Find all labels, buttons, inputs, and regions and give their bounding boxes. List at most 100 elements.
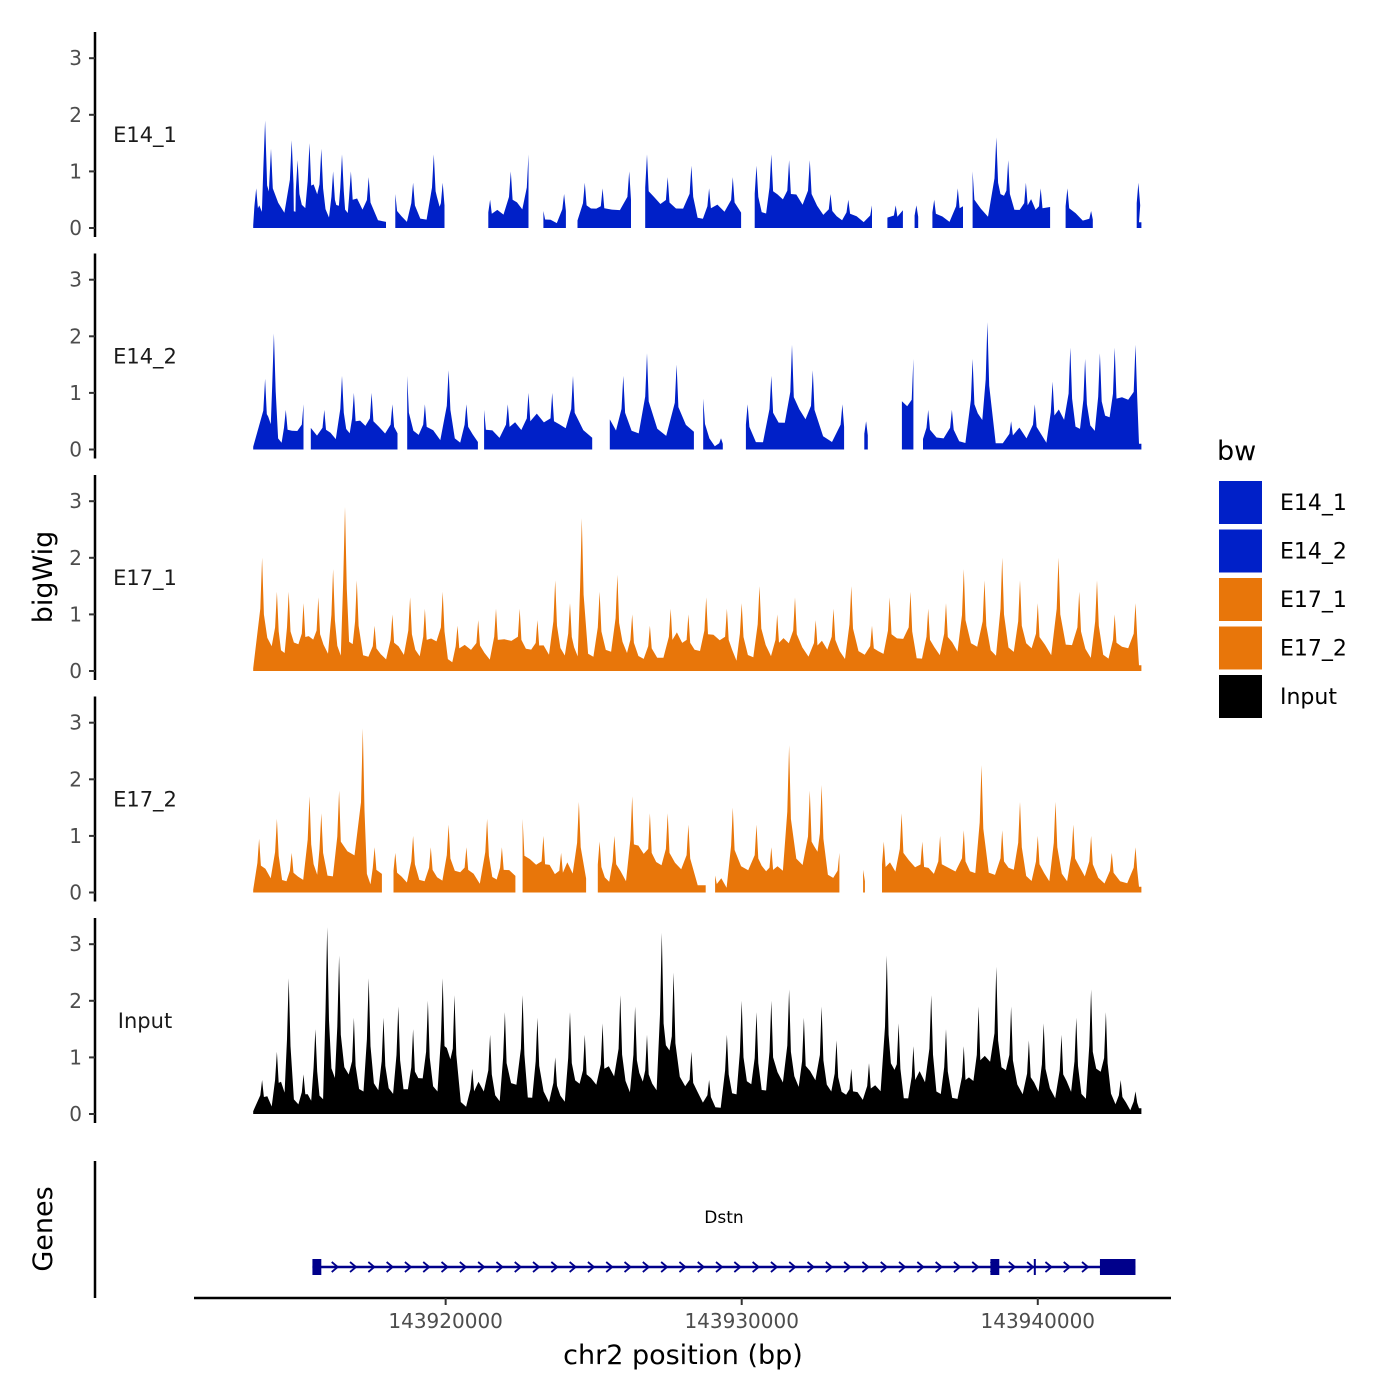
legend-swatch-E14_1	[1217, 479, 1264, 526]
strand-arrow	[1081, 1261, 1090, 1273]
coverage-area-Input	[253, 927, 1142, 1114]
coverage-area-E17_1	[253, 506, 1142, 671]
strand-arrow	[587, 1261, 596, 1273]
y-tick-label: 3	[69, 932, 82, 956]
strand-arrow	[1063, 1261, 1072, 1273]
strand-arrow	[514, 1261, 523, 1273]
y-tick-label: 0	[69, 216, 82, 240]
strand-arrow	[1026, 1261, 1035, 1273]
track-label: E14_2	[113, 345, 177, 370]
strand-arrow	[642, 1261, 651, 1273]
coverage-area-E14_1	[577, 171, 631, 228]
coverage-area-E14_1	[887, 205, 903, 228]
coverage-area-E17_2	[253, 728, 382, 893]
coverage-area-E17_2	[715, 745, 840, 893]
legend-label-E14_2: E14_2	[1280, 540, 1347, 565]
strand-arrow	[1044, 1261, 1053, 1273]
coverage-area-E14_1	[395, 154, 445, 228]
strand-arrow	[843, 1261, 852, 1273]
coverage-area-E14_2	[745, 344, 845, 450]
track-label: E17_2	[113, 788, 177, 813]
strand-arrow	[660, 1261, 669, 1273]
coverage-area-E17_2	[863, 869, 865, 893]
strand-arrow	[404, 1261, 413, 1273]
legend-title: bw	[1217, 436, 1256, 467]
gene-name-label: Dstn	[704, 1208, 743, 1228]
y-tick-label: 2	[69, 103, 82, 127]
genes-axis-title: Genes	[28, 1186, 59, 1271]
y-tick-label: 1	[69, 381, 82, 405]
coverage-area-E14_2	[703, 398, 723, 450]
strand-arrow	[440, 1261, 449, 1273]
strand-arrow	[880, 1261, 889, 1273]
strand-arrow	[733, 1261, 742, 1273]
strand-arrow	[605, 1261, 614, 1273]
coverage-area-E17_2	[597, 796, 706, 893]
legend-label-E14_1: E14_1	[1280, 491, 1347, 516]
legend: bw E14_1 E14_2 E17_1 E17_2 Input	[1217, 436, 1347, 720]
y-tick-label: 3	[69, 268, 82, 292]
y-tick-label: 3	[69, 711, 82, 735]
y-tick-label: 0	[69, 438, 82, 462]
strand-arrow	[953, 1261, 962, 1273]
y-tick-label: 0	[69, 881, 82, 905]
legend-label-E17_2: E17_2	[1280, 637, 1347, 662]
strand-arrow	[623, 1261, 632, 1273]
strand-arrow	[1008, 1261, 1017, 1273]
y-tick-label: 1	[69, 602, 82, 626]
coverage-area-E14_1	[932, 188, 963, 228]
coverage-area-E17_2	[882, 765, 1142, 893]
legend-label-Input: Input	[1280, 685, 1337, 710]
strand-arrow	[550, 1261, 559, 1273]
y-tick-label: 0	[69, 1102, 82, 1126]
strand-arrow	[916, 1261, 925, 1273]
track-label: E17_1	[113, 566, 177, 591]
coverage-area-E14_2	[407, 370, 478, 450]
track-Input: 0 1 2 3 Input	[69, 918, 1142, 1126]
gene-Dstn: Dstn	[312, 1208, 1136, 1275]
coverage-area-E14_2	[923, 322, 1142, 450]
strand-arrow	[422, 1261, 431, 1273]
strand-arrow	[825, 1261, 834, 1273]
track-label: Input	[118, 1009, 172, 1033]
coverage-tracks: 0 1 2 3 E14_1 0 1 2 3 E14_2 0 1 2 3 E17_1 0 1 2 3 E17_2 0 1 2 3…	[69, 32, 1142, 1126]
coverage-area-E14_2	[484, 375, 593, 450]
coverage-area-E14_1	[488, 154, 529, 228]
legend-swatch-Input	[1217, 673, 1264, 720]
coverage-area-E14_1	[645, 154, 742, 228]
y-tick-label: 1	[69, 824, 82, 848]
coverage-area-E14_1	[914, 205, 919, 228]
strand-arrow	[752, 1261, 761, 1273]
track-E17_2: 0 1 2 3 E17_2	[69, 696, 1142, 905]
y-tick-label: 1	[69, 1045, 82, 1069]
legend-swatch-E14_2	[1217, 527, 1264, 575]
coverage-area-E14_2	[253, 333, 304, 450]
y-tick-label: 0	[69, 659, 82, 683]
strand-arrow	[477, 1261, 486, 1273]
y-axis-title: bigWig	[28, 531, 59, 624]
track-label: E14_1	[113, 123, 177, 148]
track-E17_1: 0 1 2 3 E17_1	[69, 475, 1142, 683]
strand-arrow	[331, 1261, 340, 1273]
strand-arrow	[697, 1261, 706, 1273]
strand-arrow	[532, 1261, 541, 1273]
strand-arrow	[971, 1261, 980, 1273]
y-tick-label: 2	[69, 546, 82, 570]
strand-arrow	[770, 1261, 779, 1273]
strand-arrow	[386, 1261, 395, 1273]
coverage-area-E14_1	[1136, 182, 1142, 228]
legend-label-E17_1: E17_1	[1280, 588, 1347, 613]
coverage-area-E14_1	[1065, 188, 1093, 228]
coverage-area-E14_1	[754, 154, 872, 228]
coverage-area-E14_2	[901, 358, 914, 450]
x-axis: chr2 position (bp) 143920000 143930000 143…	[194, 1296, 1171, 1371]
strand-arrow	[349, 1261, 358, 1273]
strand-arrow	[788, 1261, 797, 1273]
strand-arrow	[898, 1261, 907, 1273]
track-E14_2: 0 1 2 3 E14_2	[69, 253, 1142, 462]
coverage-area-E17_2	[522, 801, 587, 893]
strand-arrow	[459, 1261, 468, 1273]
strand-arrow	[367, 1261, 376, 1273]
y-tick-label: 1	[69, 159, 82, 183]
strand-arrow	[495, 1261, 504, 1273]
